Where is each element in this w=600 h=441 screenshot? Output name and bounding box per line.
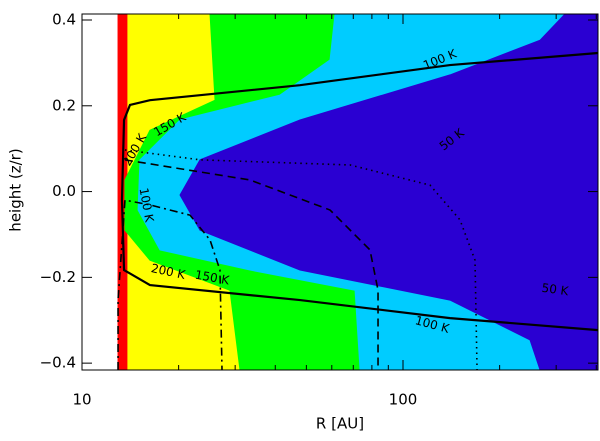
x-tick-label: 100 <box>389 391 418 409</box>
boundary-line <box>124 149 478 371</box>
y-axis-label: height (z/r) <box>7 148 25 231</box>
x-tick-label: 10 <box>72 391 91 409</box>
boundary-line <box>124 159 379 370</box>
y-tick-label: 0.0 <box>52 182 76 200</box>
contour-label: 100 K <box>137 187 157 225</box>
contour-label: 50 K <box>541 281 571 299</box>
contour-label: 150 K <box>194 268 232 288</box>
y-tick-label: −0.2 <box>40 268 76 286</box>
y-tick-label: −0.4 <box>40 354 76 372</box>
boundary-line <box>120 51 599 332</box>
y-tick-label: 0.2 <box>52 96 76 114</box>
boundary-line <box>117 199 223 371</box>
x-axis-label: R [AU] <box>316 415 364 433</box>
y-tick-label: 0.4 <box>52 11 76 29</box>
